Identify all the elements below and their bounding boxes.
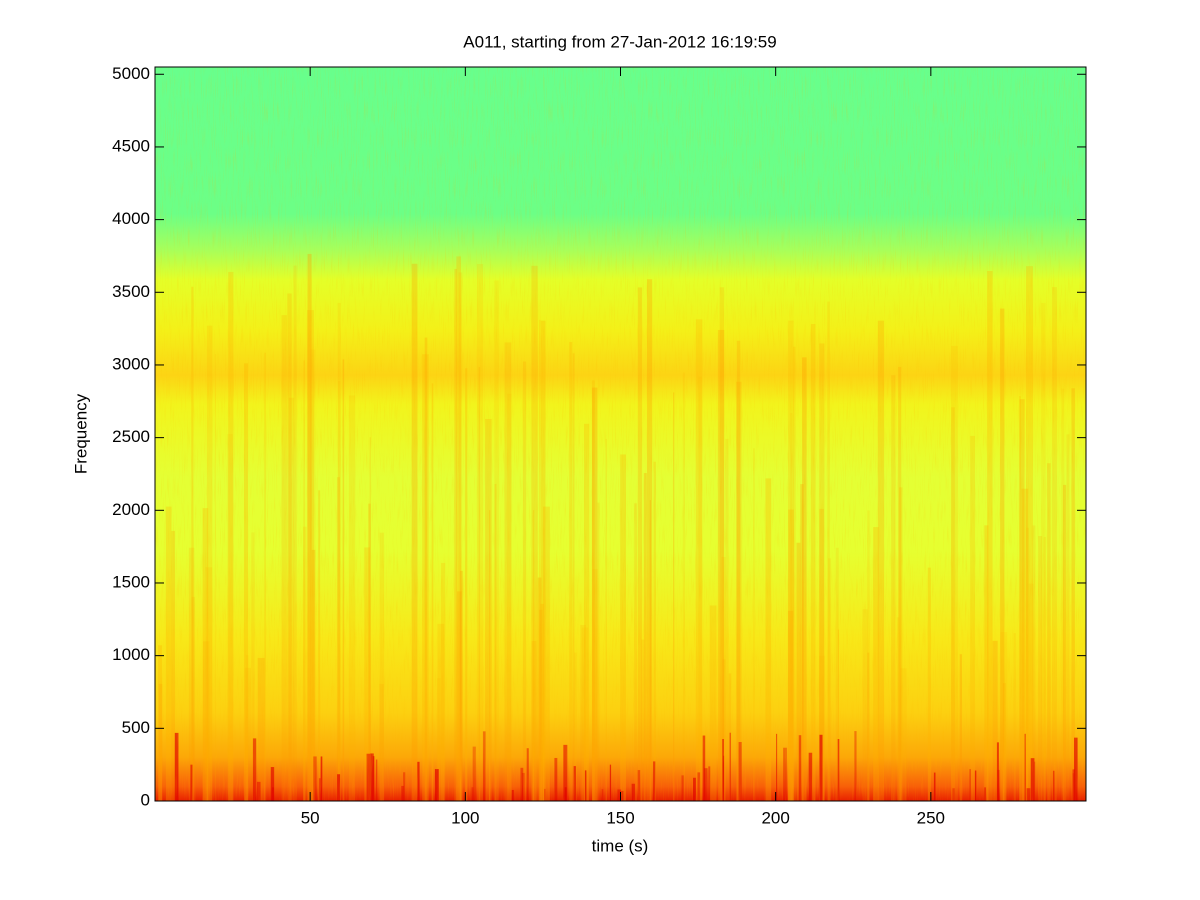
x-tick-label: 200 [761, 808, 789, 827]
y-tick-label: 3000 [112, 354, 150, 373]
y-tick-label: 500 [122, 718, 150, 737]
x-axis-label: time (s) [592, 836, 649, 855]
y-tick-label: 4000 [112, 209, 150, 228]
x-tick-label: 250 [917, 808, 945, 827]
spectrogram-image [155, 67, 1086, 801]
texture-noise [155, 67, 1086, 801]
y-tick-label: 2500 [112, 427, 150, 446]
x-tick-label: 100 [451, 808, 479, 827]
y-tick-label: 0 [141, 790, 150, 809]
y-tick-label: 4500 [112, 136, 150, 155]
y-tick-label: 3500 [112, 282, 150, 301]
y-tick-label: 1500 [112, 572, 150, 591]
y-tick-label: 2000 [112, 500, 150, 519]
y-axis-label: Frequency [71, 393, 90, 474]
x-tick-label: 150 [606, 808, 634, 827]
y-tick-label: 5000 [112, 64, 150, 83]
x-tick-label: 50 [301, 808, 320, 827]
chart-title: A011, starting from 27-Jan-2012 16:19:59 [463, 32, 776, 51]
y-tick-label: 1000 [112, 645, 150, 664]
